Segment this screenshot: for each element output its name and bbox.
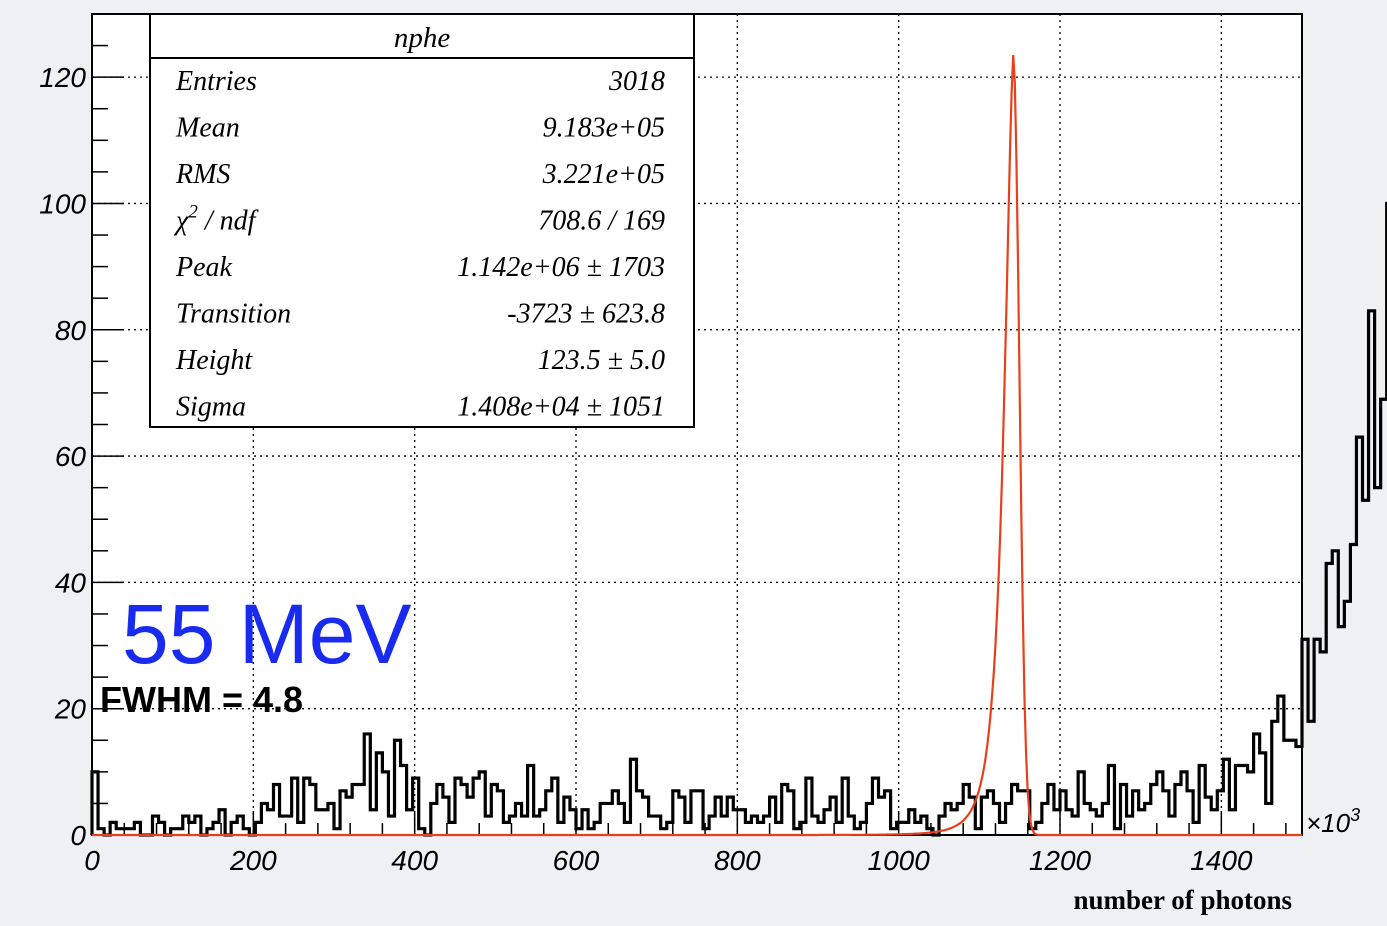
x-axis-multiplier: ×103 bbox=[1306, 805, 1360, 838]
series-layer bbox=[90, 55, 1387, 837]
stats-row-label: Height bbox=[175, 345, 253, 376]
x-tick-label: 0 bbox=[84, 845, 100, 876]
y-tick-label: 0 bbox=[70, 820, 86, 851]
x-tick-label: 1200 bbox=[1029, 845, 1092, 876]
stats-row-value: 3.221e+05 bbox=[542, 159, 665, 190]
y-tick-label: 20 bbox=[54, 694, 87, 725]
stats-box: nphe Entries 3018 Mean 9.183e+05 RMS 3.221e+0… bbox=[149, 13, 695, 428]
x-axis-label: number of photons bbox=[1073, 885, 1292, 915]
x-tick-label: 1000 bbox=[868, 845, 931, 876]
y-axis: 0 20 40 60 80 100 120 bbox=[39, 13, 124, 851]
y-tick-label: 120 bbox=[39, 62, 86, 93]
stats-row-value: -3723 ± 623.8 bbox=[507, 299, 665, 330]
y-tick-label: 100 bbox=[39, 188, 86, 219]
stats-row-label: Sigma bbox=[176, 392, 246, 423]
fit-curve bbox=[92, 55, 1302, 837]
histogram-line bbox=[90, 201, 1387, 837]
y-tick-label: 60 bbox=[55, 441, 87, 472]
stats-row-value: 1.142e+06 ± 1703 bbox=[457, 252, 665, 283]
x-tick-label: 800 bbox=[714, 845, 761, 876]
y-tick-label: 80 bbox=[55, 315, 87, 346]
stats-row-value: 1.408e+04 ± 1051 bbox=[457, 392, 665, 423]
grid-lines bbox=[92, 14, 1302, 835]
stats-row-label: RMS bbox=[175, 159, 230, 190]
stats-row-label: Transition bbox=[176, 299, 291, 330]
x-multiplier-base: ×10 bbox=[1306, 808, 1351, 838]
x-axis: 0 200 400 600 800 1000 1200 1400 bbox=[84, 811, 1287, 876]
stats-box-title: nphe bbox=[394, 22, 451, 54]
energy-annotation: 55 MeV bbox=[122, 587, 412, 681]
x-tick-label: 400 bbox=[391, 845, 438, 876]
x-tick-label: 200 bbox=[229, 845, 277, 876]
stats-row-value: 708.6 / 169 bbox=[538, 206, 665, 237]
stats-row-value: 123.5 ± 5.0 bbox=[538, 345, 665, 376]
x-multiplier-exp: 3 bbox=[1350, 805, 1360, 825]
stats-row-label: Entries bbox=[175, 66, 257, 97]
fwhm-annotation: FWHM = 4.8 bbox=[100, 679, 303, 720]
stats-row-value: 3018 bbox=[608, 66, 665, 97]
stats-row-label: Peak bbox=[175, 252, 233, 283]
y-tick-label: 40 bbox=[55, 567, 87, 598]
stats-row-label: Mean bbox=[175, 113, 240, 144]
x-tick-label: 1400 bbox=[1190, 845, 1253, 876]
stats-box-frame bbox=[149, 13, 695, 428]
x-tick-label: 600 bbox=[553, 845, 600, 876]
stats-row-value: 9.183e+05 bbox=[543, 113, 665, 144]
stats-row-label: χ2 / ndf bbox=[173, 202, 259, 237]
